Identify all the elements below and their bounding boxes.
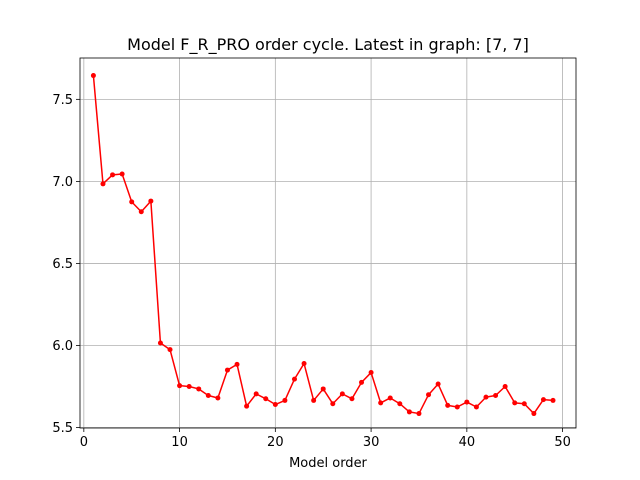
y-tick-label: 7.5 (52, 93, 73, 108)
data-point (110, 172, 116, 178)
data-point (138, 209, 144, 215)
grid (80, 58, 576, 428)
data-point (397, 401, 403, 407)
data-point (473, 404, 479, 410)
y-tick-label: 5.5 (52, 421, 73, 436)
data-point (387, 395, 393, 401)
data-point (521, 401, 527, 407)
data-point (359, 379, 365, 385)
data-point (224, 367, 230, 373)
data-point (196, 386, 202, 392)
data-point (263, 396, 269, 402)
data-point (282, 397, 288, 403)
data-point (426, 392, 432, 398)
x-tick-label: 0 (80, 435, 88, 450)
data-point (167, 347, 173, 353)
data-point (512, 400, 518, 406)
data-point (244, 403, 250, 409)
data-point (502, 383, 508, 389)
data-point (205, 393, 211, 399)
data-point (157, 340, 163, 346)
data-point (100, 181, 106, 187)
data-point (272, 402, 278, 408)
ticks: 0 10 20 30 40 50 5.5 6.0 6.5 7.0 7.5 (52, 93, 571, 450)
data-point (215, 395, 221, 401)
data-point (531, 411, 537, 417)
data-point (320, 386, 326, 392)
plot-frame (79, 57, 577, 429)
data-point (550, 397, 556, 403)
x-tick-label: 50 (554, 435, 571, 450)
data-point (148, 198, 154, 204)
series-group (90, 73, 556, 417)
data-point (311, 397, 317, 403)
y-tick-label: 6.5 (52, 257, 73, 272)
data-point (234, 361, 240, 367)
chart-title: Model F_R_PRO order cycle. Latest in gra… (127, 35, 529, 55)
data-point (540, 397, 546, 403)
x-tick-label: 20 (267, 435, 284, 450)
y-tick-label: 7.0 (52, 175, 73, 190)
data-point (186, 383, 192, 389)
data-point (177, 383, 183, 389)
data-point (454, 404, 460, 410)
data-point (416, 411, 422, 417)
data-point (464, 399, 470, 405)
data-point (253, 391, 259, 397)
data-point (291, 376, 297, 382)
data-point (445, 402, 451, 408)
data-point (339, 391, 345, 397)
data-point (406, 409, 412, 415)
data-point (378, 400, 384, 406)
x-tick-label: 10 (171, 435, 188, 450)
data-point (90, 73, 96, 79)
data-point (349, 396, 355, 402)
data-point (330, 401, 336, 407)
data-point (301, 361, 307, 367)
x-axis-label: Model order (289, 456, 367, 471)
data-point (493, 393, 499, 399)
data-point (129, 199, 135, 205)
x-tick-label: 40 (459, 435, 476, 450)
x-tick-label: 30 (363, 435, 380, 450)
data-point (119, 171, 125, 177)
data-point (435, 381, 441, 387)
data-point (368, 370, 374, 376)
y-tick-label: 6.0 (52, 339, 73, 354)
data-point (483, 394, 489, 400)
